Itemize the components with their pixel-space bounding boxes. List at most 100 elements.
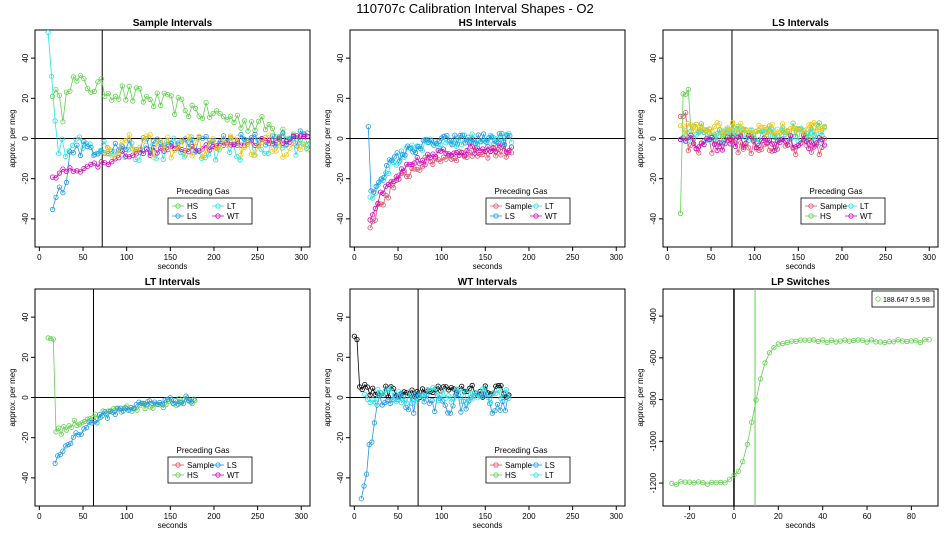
- data-point: [138, 400, 145, 406]
- data-point: [193, 105, 199, 112]
- data-point: [95, 151, 101, 157]
- data-point: [307, 140, 310, 146]
- data-point: [451, 386, 457, 392]
- data-point: [814, 140, 820, 146]
- data-point: [465, 134, 471, 140]
- panel-title: LP Switches: [771, 277, 830, 288]
- data-point: [493, 390, 499, 396]
- data-point: [137, 145, 143, 151]
- legend: Preceding Gas Sample LT HS WT: [800, 187, 886, 225]
- y-tick-label: -40: [336, 213, 345, 225]
- data-point: [60, 166, 66, 172]
- data-point: [740, 127, 746, 133]
- x-axis-label: seconds: [158, 521, 188, 530]
- data-point: [391, 154, 398, 160]
- data-point: [782, 127, 788, 133]
- data-point: [133, 148, 139, 154]
- data-point: [53, 175, 59, 181]
- x-tick-label: 20: [774, 512, 783, 521]
- data-point: [364, 396, 371, 402]
- x-tick-label: -20: [684, 512, 696, 521]
- data-point: [290, 140, 296, 147]
- data-point: [186, 113, 192, 120]
- data-point: [417, 393, 423, 399]
- data-point: [506, 148, 512, 154]
- data-point: [180, 400, 186, 407]
- data-point: [748, 150, 754, 156]
- data-point: [191, 396, 197, 402]
- data-point: [772, 131, 778, 137]
- data-point: [280, 154, 286, 160]
- data-point: [136, 157, 142, 163]
- data-point: [486, 135, 492, 141]
- legend-box: [871, 290, 935, 308]
- data-point: [91, 418, 98, 425]
- x-tick-label: 250: [879, 253, 893, 262]
- data-point: [221, 136, 227, 142]
- data-point: [419, 386, 426, 392]
- plot-area: [35, 289, 310, 506]
- data-point: [490, 144, 496, 151]
- x-tick-label: 60: [863, 512, 872, 521]
- data-point: [785, 142, 791, 148]
- x-axis-label: seconds: [473, 262, 503, 271]
- data-point: [269, 148, 276, 154]
- y-tick-label: -40: [21, 213, 30, 225]
- data-point: [294, 133, 300, 139]
- x-tick-label: 150: [164, 253, 178, 262]
- data-point: [56, 92, 63, 98]
- legend-title: Preceding Gas: [177, 187, 230, 196]
- data-point: [453, 149, 460, 156]
- data-point: [432, 385, 439, 391]
- data-point: [427, 155, 433, 161]
- data-point: [722, 480, 728, 486]
- data-point: [504, 132, 510, 138]
- data-point: [48, 336, 54, 342]
- legend-swatch-point: [215, 213, 221, 219]
- data-point: [363, 471, 370, 477]
- data-point: [411, 166, 418, 172]
- data-point: [112, 411, 118, 417]
- data-point: [698, 140, 705, 146]
- data-point: [753, 128, 760, 134]
- data-point: [238, 152, 244, 158]
- data-point: [717, 121, 723, 127]
- data-point: [698, 128, 705, 134]
- data-point: [677, 210, 684, 217]
- data-point: [60, 190, 66, 196]
- data-point: [816, 126, 822, 132]
- data-point: [890, 339, 897, 345]
- data-point: [685, 148, 691, 154]
- data-point: [262, 127, 269, 133]
- data-point: [808, 149, 815, 155]
- data-point: [709, 134, 715, 141]
- data-point: [151, 104, 157, 110]
- y-tick-label: 40: [336, 53, 345, 62]
- data-point: [756, 122, 762, 129]
- data-point: [495, 382, 501, 389]
- data-point: [485, 155, 491, 161]
- data-point: [259, 139, 265, 145]
- y-tick-label: -800: [649, 391, 658, 408]
- data-point: [711, 141, 718, 147]
- data-point: [469, 144, 475, 150]
- data-point: [498, 382, 504, 389]
- data-point: [172, 111, 178, 118]
- data-point: [690, 140, 697, 146]
- data-point: [494, 139, 500, 145]
- x-tick-label: 100: [748, 253, 762, 262]
- x-axis-label: seconds: [473, 521, 503, 530]
- data-point: [714, 136, 720, 143]
- data-point: [104, 415, 111, 421]
- y-axis-label: approx. per meg: [8, 109, 17, 167]
- y-tick-label: 20: [336, 352, 345, 361]
- data-point: [816, 151, 822, 158]
- data-point: [717, 126, 723, 132]
- legend-box: [167, 456, 253, 484]
- data-point: [683, 131, 689, 137]
- series-LS: [365, 124, 513, 195]
- legend-swatch-point: [493, 472, 499, 478]
- x-tick-label: 50: [394, 253, 403, 262]
- data-point: [133, 151, 139, 157]
